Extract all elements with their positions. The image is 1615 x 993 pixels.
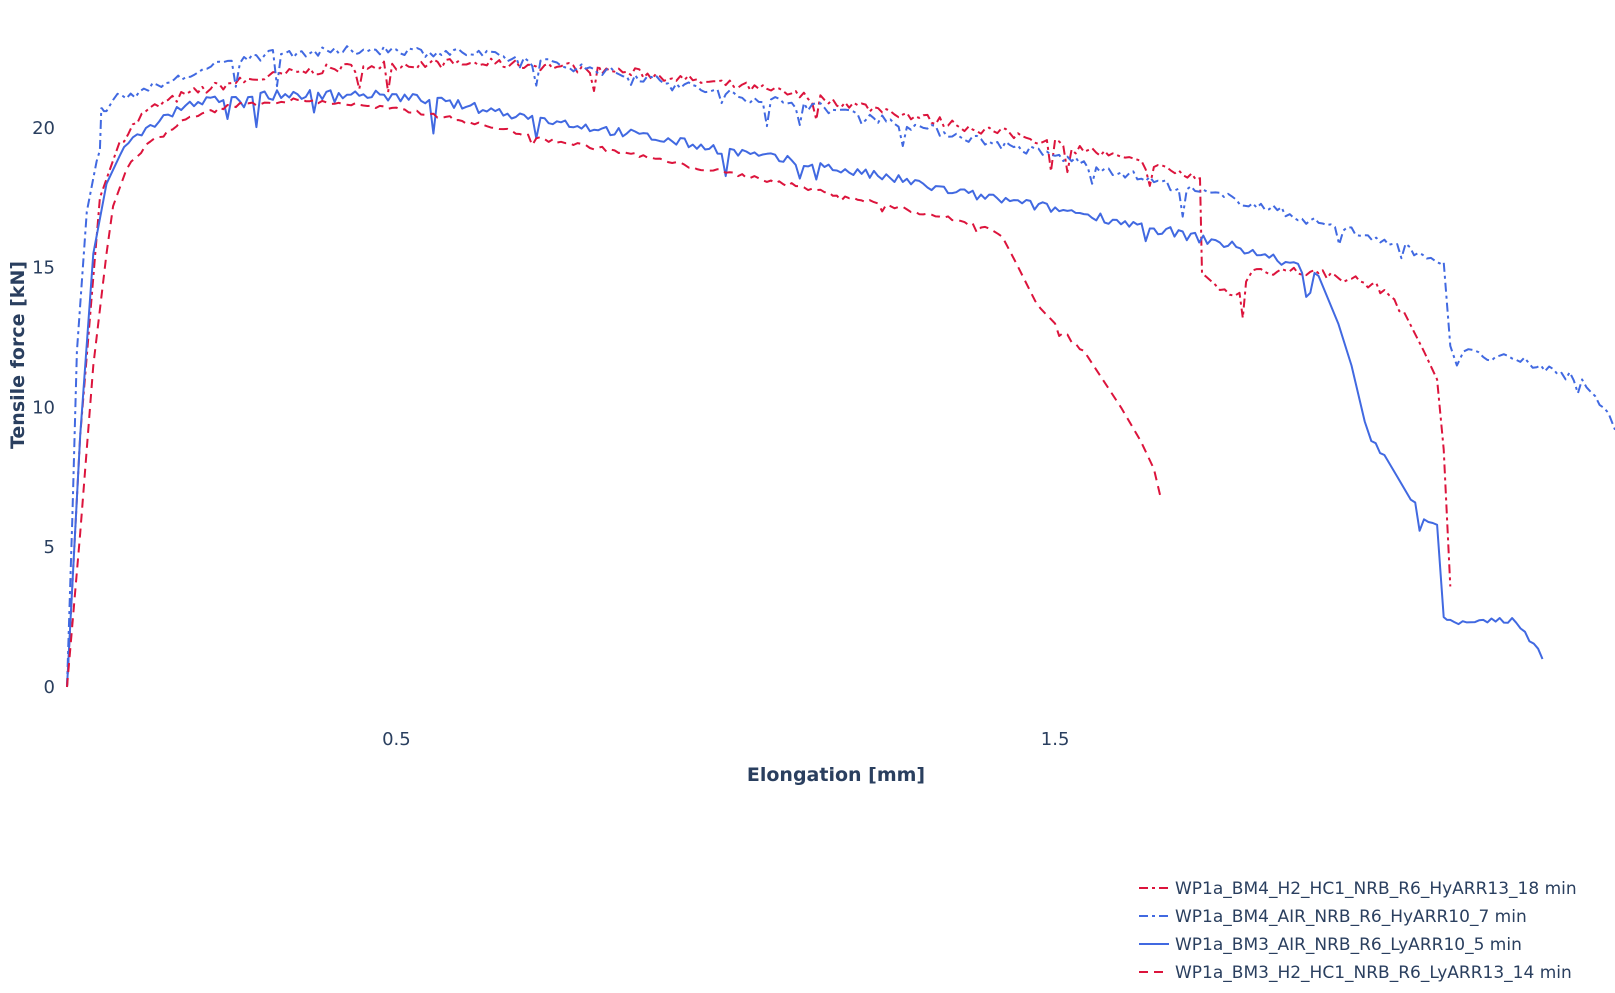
legend-item[interactable]: WP1a_BM4_H2_HC1_NRB_R6_HyARR13_18 min: [1139, 879, 1577, 899]
series-line-2[interactable]: [66, 45, 1615, 688]
series-line-3[interactable]: [66, 89, 1544, 688]
y-tick-label: 5: [44, 537, 55, 558]
plot-area: [66, 45, 1615, 688]
y-tick-label: 15: [32, 258, 55, 279]
legend-label: WP1a_BM4_AIR_NRB_R6_HyARR10_7 min: [1175, 907, 1527, 927]
legend-item[interactable]: WP1a_BM4_AIR_NRB_R6_HyARR10_7 min: [1139, 907, 1527, 927]
series-line-1[interactable]: [66, 57, 1452, 688]
x-axis-title: Elongation [mm]: [747, 764, 925, 786]
x-axis-ticks: 0.5 1.5: [382, 729, 1069, 750]
y-tick-label: 20: [32, 118, 55, 139]
legend-item[interactable]: WP1a_BM3_AIR_NRB_R6_LyARR10_5 min: [1139, 935, 1522, 955]
y-axis-title: Tensile force [kN]: [7, 261, 29, 449]
y-axis-ticks: 0 5 10 15 20: [32, 118, 55, 698]
legend-label: WP1a_BM3_H2_HC1_NRB_R6_LyARR13_14 min: [1175, 963, 1572, 983]
x-tick-label: 1.5: [1041, 729, 1070, 750]
x-tick-label: 0.5: [382, 729, 411, 750]
y-tick-label: 0: [44, 677, 55, 698]
legend-label: WP1a_BM4_H2_HC1_NRB_R6_HyARR13_18 min: [1175, 879, 1577, 899]
legend-label: WP1a_BM3_AIR_NRB_R6_LyARR10_5 min: [1175, 935, 1522, 955]
legend-item[interactable]: WP1a_BM3_H2_HC1_NRB_R6_LyARR13_14 min: [1139, 963, 1572, 983]
y-tick-label: 10: [32, 397, 55, 418]
legend[interactable]: WP1a_BM4_H2_HC1_NRB_R6_HyARR13_18 min WP1…: [1139, 879, 1577, 983]
series-line-4[interactable]: [66, 97, 1162, 688]
